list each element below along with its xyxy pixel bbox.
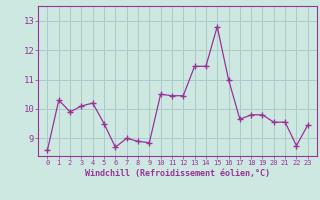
X-axis label: Windchill (Refroidissement éolien,°C): Windchill (Refroidissement éolien,°C) (85, 169, 270, 178)
